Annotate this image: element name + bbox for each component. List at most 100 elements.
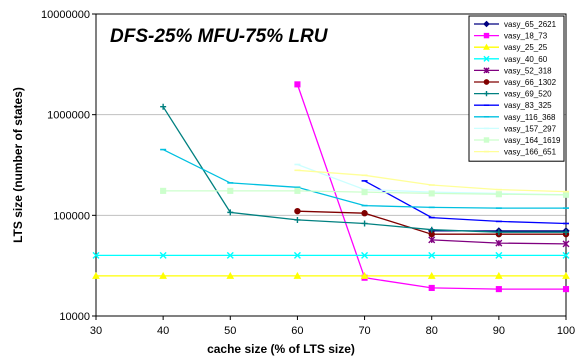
legend-item: vasy_116_368 bbox=[474, 113, 556, 122]
data-point bbox=[361, 251, 369, 259]
series-vasy_164_1619 bbox=[160, 187, 570, 198]
data-point bbox=[361, 189, 368, 196]
data-point bbox=[428, 236, 436, 244]
series-line bbox=[297, 169, 567, 193]
legend-label: vasy_164_1619 bbox=[504, 136, 561, 145]
data-point bbox=[160, 103, 167, 110]
legend-item: vasy_69_520 bbox=[474, 90, 552, 99]
data-point bbox=[562, 251, 570, 259]
legend: vasy_65_2621 vasy_18_73 vasy_25_25 vasy_40_… bbox=[468, 15, 565, 162]
legend-label: vasy_157_297 bbox=[504, 124, 557, 133]
legend-label: vasy_166_651 bbox=[504, 148, 557, 157]
data-point bbox=[92, 251, 100, 259]
legend-swatch-marker bbox=[483, 137, 490, 143]
x-tick-label: 30 bbox=[90, 325, 102, 337]
x-tick-label: 100 bbox=[557, 325, 575, 337]
data-point bbox=[428, 226, 435, 233]
legend-item: vasy_157_297 bbox=[474, 124, 557, 133]
data-point bbox=[294, 81, 301, 88]
series-vasy_116_368 bbox=[160, 148, 569, 209]
legend-label: vasy_66_1302 bbox=[504, 78, 557, 87]
data-point bbox=[562, 191, 570, 198]
legend-label: vasy_83_325 bbox=[504, 101, 552, 110]
legend-swatch-marker bbox=[483, 91, 490, 97]
data-point bbox=[495, 191, 502, 198]
series-vasy_69_520 bbox=[160, 103, 569, 236]
data-point bbox=[495, 271, 503, 279]
data-point bbox=[562, 271, 570, 279]
legend-label: vasy_116_368 bbox=[504, 113, 556, 122]
data-point bbox=[495, 229, 502, 236]
legend-item: vasy_83_325 bbox=[474, 101, 552, 110]
y-tick-label: 10000000 bbox=[41, 9, 90, 21]
data-point bbox=[294, 207, 301, 215]
x-tick-label: 60 bbox=[291, 325, 303, 337]
data-point bbox=[227, 187, 234, 194]
data-point bbox=[92, 271, 100, 279]
legend-swatch-marker bbox=[483, 20, 490, 28]
data-point bbox=[495, 239, 503, 247]
legend-swatch-marker bbox=[483, 79, 490, 85]
legend-label: vasy_40_60 bbox=[504, 55, 548, 64]
legend-swatch-marker bbox=[483, 67, 490, 74]
axis-layer: 10000 100000 1000000 10000000 30 40 50 60 70 80 90… bbox=[41, 9, 575, 337]
legend-item: vasy_66_1302 bbox=[474, 78, 557, 87]
series-vasy_52_318 bbox=[428, 236, 570, 248]
data-point bbox=[428, 251, 436, 259]
y-tick-label: 10000 bbox=[59, 311, 90, 323]
legend-item: vasy_164_1619 bbox=[474, 136, 561, 145]
data-point bbox=[563, 229, 569, 236]
data-point bbox=[159, 271, 167, 279]
data-point bbox=[361, 220, 368, 227]
y-tick-label: 100000 bbox=[53, 210, 90, 222]
data-point bbox=[495, 251, 503, 259]
y-tick-label: 1000000 bbox=[47, 110, 90, 122]
series-vasy_40_60 bbox=[92, 251, 570, 259]
data-point bbox=[293, 251, 301, 259]
legend-label: vasy_25_25 bbox=[504, 43, 548, 52]
data-point bbox=[360, 271, 369, 279]
series-layer bbox=[92, 81, 570, 293]
legend-item: vasy_18_73 bbox=[474, 32, 548, 41]
data-point bbox=[294, 187, 301, 194]
legend-label: vasy_69_520 bbox=[504, 90, 552, 99]
series-line bbox=[364, 180, 567, 225]
x-axis-label: cache size (% of LTS size) bbox=[207, 342, 355, 356]
data-point bbox=[495, 286, 502, 293]
plot-area-border bbox=[95, 13, 567, 317]
data-point bbox=[428, 284, 435, 291]
data-point bbox=[159, 251, 167, 259]
data-point bbox=[294, 216, 301, 223]
x-tick-label: 50 bbox=[224, 325, 236, 337]
data-point bbox=[427, 271, 436, 279]
series-vasy_166_651 bbox=[294, 169, 569, 193]
data-point bbox=[160, 187, 167, 194]
data-point bbox=[562, 240, 570, 248]
legend-item: vasy_40_60 bbox=[474, 55, 548, 64]
legend-swatch-marker bbox=[483, 55, 490, 62]
x-tick-label: 80 bbox=[426, 325, 438, 337]
legend-label: vasy_18_73 bbox=[504, 32, 548, 41]
legend-item: vasy_65_2621 bbox=[474, 20, 557, 29]
data-point bbox=[361, 210, 368, 217]
legend-swatch-marker bbox=[483, 43, 490, 50]
data-point bbox=[226, 271, 235, 279]
legend-item: vasy_166_651 bbox=[474, 148, 557, 157]
data-point bbox=[562, 286, 570, 293]
x-tick-label: 70 bbox=[358, 325, 370, 337]
data-point bbox=[227, 209, 234, 216]
legend-box bbox=[468, 15, 565, 162]
data-point bbox=[428, 190, 435, 197]
legend-item: vasy_52_318 bbox=[474, 66, 552, 75]
legend-swatch-marker bbox=[483, 32, 490, 39]
series-vasy_25_25 bbox=[92, 271, 570, 279]
y-axis-label: LTS size (number of states) bbox=[11, 87, 25, 243]
legend-label: vasy_65_2621 bbox=[504, 20, 557, 29]
series-vasy_83_325 bbox=[361, 180, 569, 225]
x-tick-label: 90 bbox=[493, 325, 505, 337]
x-tick-label: 40 bbox=[157, 325, 169, 337]
data-point bbox=[293, 271, 302, 279]
legend-label: vasy_52_318 bbox=[504, 66, 552, 75]
